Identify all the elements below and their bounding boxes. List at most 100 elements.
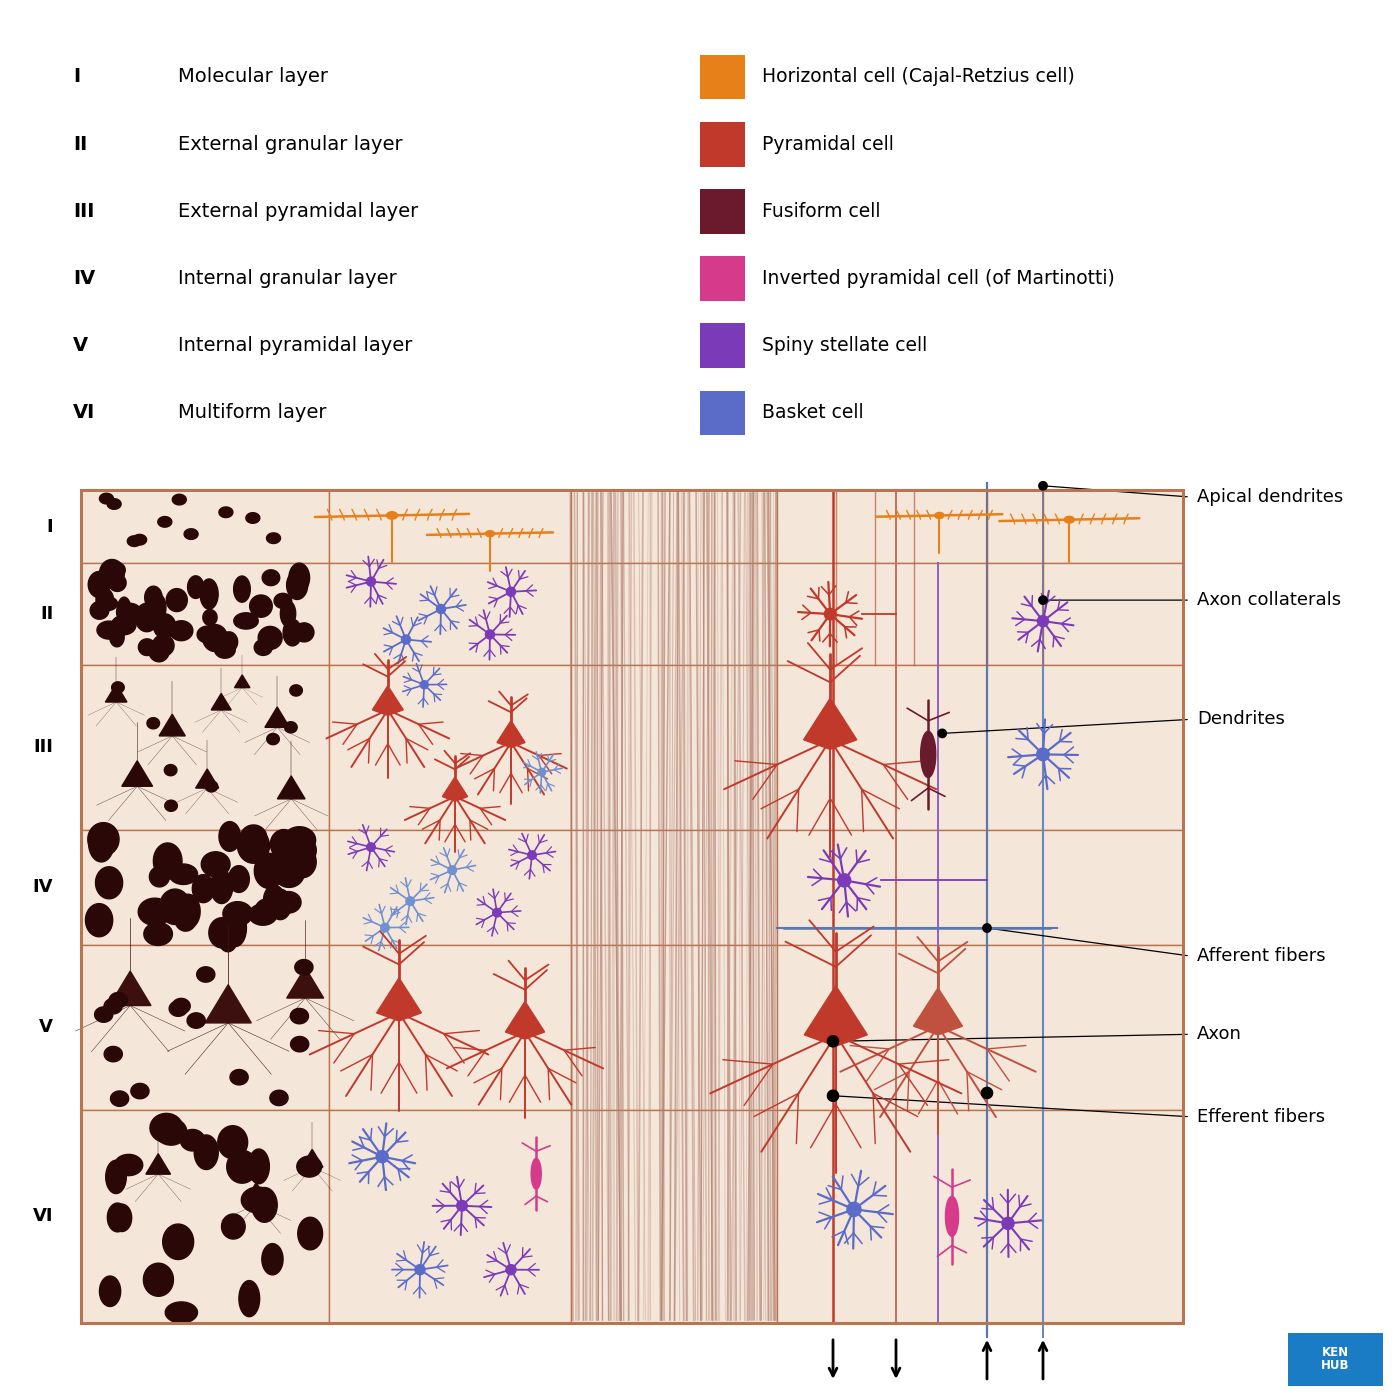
Text: Dendrites: Dendrites	[1197, 710, 1285, 728]
Text: V: V	[73, 336, 88, 356]
Polygon shape	[188, 1012, 206, 1028]
Polygon shape	[827, 1091, 839, 1102]
Text: Axon: Axon	[1197, 1025, 1242, 1043]
Text: Spiny stellate cell: Spiny stellate cell	[762, 336, 927, 356]
Text: IV: IV	[73, 269, 95, 288]
Polygon shape	[287, 571, 308, 599]
Polygon shape	[218, 507, 232, 518]
Polygon shape	[108, 498, 122, 510]
Polygon shape	[162, 1224, 193, 1260]
Polygon shape	[139, 899, 171, 925]
Polygon shape	[214, 641, 235, 658]
Polygon shape	[280, 601, 295, 627]
Bar	[571, 1110, 777, 1323]
Bar	[329, 830, 571, 945]
Polygon shape	[155, 1119, 186, 1145]
Polygon shape	[97, 588, 113, 610]
Text: Efferent fibers: Efferent fibers	[1197, 1107, 1326, 1126]
Polygon shape	[270, 830, 297, 860]
Polygon shape	[246, 512, 260, 524]
Polygon shape	[244, 1183, 269, 1204]
Polygon shape	[531, 1158, 542, 1189]
Bar	[329, 1110, 571, 1323]
Polygon shape	[414, 1264, 426, 1275]
Bar	[81, 563, 329, 665]
Polygon shape	[234, 613, 258, 629]
Polygon shape	[203, 624, 228, 651]
Polygon shape	[99, 1275, 120, 1306]
Polygon shape	[262, 570, 280, 585]
Polygon shape	[197, 967, 214, 983]
Text: I: I	[46, 518, 53, 536]
Text: KEN
HUB: KEN HUB	[1322, 1347, 1350, 1372]
Text: Afferent fibers: Afferent fibers	[1197, 946, 1326, 965]
Polygon shape	[274, 858, 304, 888]
Text: Inverted pyramidal cell (of Martinotti): Inverted pyramidal cell (of Martinotti)	[762, 269, 1114, 288]
Polygon shape	[241, 1187, 274, 1212]
Polygon shape	[133, 535, 147, 545]
Polygon shape	[88, 823, 115, 862]
Polygon shape	[224, 910, 246, 946]
Bar	[81, 945, 329, 1110]
Polygon shape	[505, 1001, 545, 1039]
Polygon shape	[88, 571, 111, 598]
Polygon shape	[223, 902, 252, 925]
Polygon shape	[1037, 748, 1050, 760]
Polygon shape	[274, 594, 291, 609]
Polygon shape	[154, 613, 175, 638]
Polygon shape	[112, 1204, 132, 1232]
Polygon shape	[169, 620, 193, 641]
Polygon shape	[172, 494, 186, 505]
Text: III: III	[73, 202, 94, 221]
Polygon shape	[146, 1154, 171, 1175]
Polygon shape	[263, 885, 284, 916]
Polygon shape	[112, 616, 136, 634]
Polygon shape	[294, 623, 314, 641]
Polygon shape	[805, 986, 868, 1046]
Polygon shape	[104, 998, 122, 1014]
Polygon shape	[148, 640, 169, 662]
Polygon shape	[269, 889, 291, 920]
Polygon shape	[167, 588, 188, 612]
Polygon shape	[165, 1302, 197, 1323]
Polygon shape	[109, 972, 151, 1005]
Polygon shape	[165, 801, 178, 812]
Polygon shape	[196, 769, 218, 788]
Polygon shape	[945, 1197, 959, 1236]
Polygon shape	[837, 874, 851, 886]
Polygon shape	[277, 776, 305, 799]
Polygon shape	[218, 1126, 248, 1159]
Bar	[329, 945, 571, 1110]
Polygon shape	[158, 517, 172, 528]
Bar	[777, 945, 1183, 1110]
Polygon shape	[287, 967, 323, 998]
Polygon shape	[109, 627, 125, 647]
Bar	[700, 189, 745, 234]
Polygon shape	[85, 903, 113, 937]
Polygon shape	[1002, 1218, 1014, 1229]
Text: V: V	[39, 1018, 53, 1036]
Polygon shape	[99, 493, 113, 504]
Bar	[571, 945, 777, 1110]
Polygon shape	[252, 1187, 277, 1222]
Polygon shape	[493, 909, 501, 917]
Polygon shape	[847, 1203, 861, 1217]
Polygon shape	[402, 636, 410, 644]
Bar	[700, 323, 745, 368]
Polygon shape	[825, 609, 836, 620]
Polygon shape	[109, 574, 126, 591]
Polygon shape	[249, 904, 277, 925]
Polygon shape	[136, 603, 158, 631]
Polygon shape	[284, 722, 297, 734]
Polygon shape	[804, 699, 857, 749]
Polygon shape	[938, 729, 946, 738]
Polygon shape	[203, 609, 217, 626]
Polygon shape	[1039, 596, 1047, 605]
Polygon shape	[97, 596, 118, 610]
Polygon shape	[262, 1243, 283, 1275]
Text: Horizontal cell (Cajal-Retzius cell): Horizontal cell (Cajal-Retzius cell)	[762, 67, 1074, 87]
Bar	[700, 122, 745, 167]
Polygon shape	[290, 685, 302, 696]
Polygon shape	[116, 603, 141, 622]
Bar	[1288, 1333, 1383, 1386]
